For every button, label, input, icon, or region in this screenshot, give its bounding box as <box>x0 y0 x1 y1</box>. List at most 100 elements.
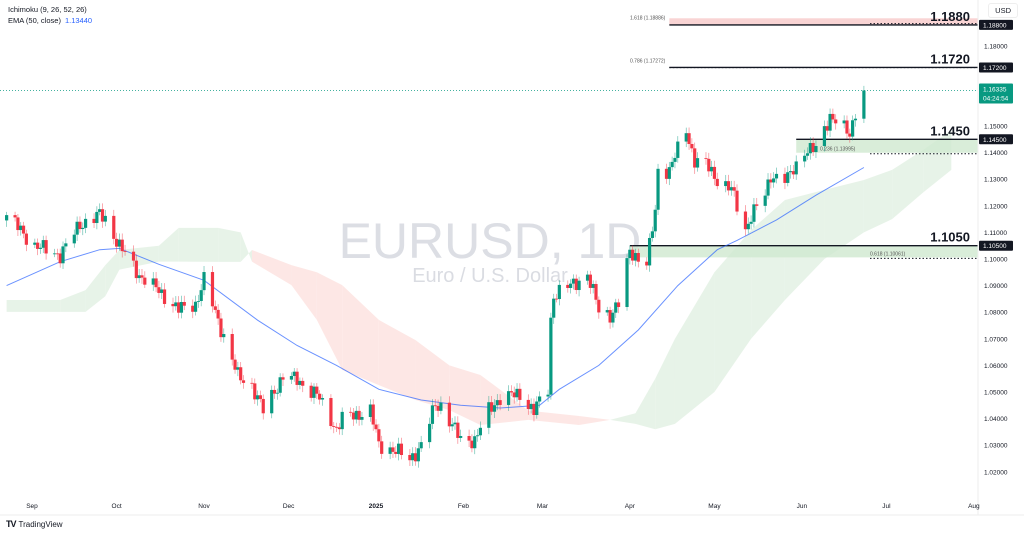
candle-body <box>272 389 277 394</box>
bar-countdown-text: 04:24:54 <box>983 95 1009 102</box>
candle <box>794 155 798 180</box>
candle <box>783 167 787 190</box>
candle <box>447 396 451 433</box>
price-axis[interactable]: 1.02000 1.03000 1.04000 1.05000 1.06000 1.070… <box>984 44 1008 477</box>
candle <box>281 373 285 386</box>
candle-body <box>239 367 243 381</box>
candle-body <box>241 380 246 383</box>
candle <box>368 399 372 422</box>
candle-body <box>160 289 164 293</box>
candle <box>380 435 384 459</box>
cloud-bull-segment <box>119 245 159 270</box>
candle <box>58 248 62 268</box>
candle-body <box>332 426 336 427</box>
candle <box>154 272 158 293</box>
candle-body <box>413 453 418 462</box>
candle-body <box>292 371 296 377</box>
ichimoku-legend[interactable]: Ichimoku (9, 26, 52, 26) <box>8 5 87 14</box>
candle <box>636 248 640 268</box>
candle-body <box>52 253 57 255</box>
candle-body <box>585 274 590 281</box>
candle-body <box>831 113 835 120</box>
candle <box>845 115 849 139</box>
candle <box>631 245 635 265</box>
candle <box>258 390 263 403</box>
candle <box>151 272 155 291</box>
candle-body <box>546 394 550 397</box>
candle-body <box>337 427 341 430</box>
candle-body <box>616 302 621 308</box>
candle <box>755 197 759 211</box>
candle-body <box>430 405 435 424</box>
candle <box>174 296 178 311</box>
candle-body <box>216 309 220 319</box>
candle-body <box>712 166 717 179</box>
candle <box>72 229 76 248</box>
candle <box>230 328 234 366</box>
candle <box>44 235 48 260</box>
last-price-text: 1.16335 <box>983 86 1007 93</box>
candle <box>92 213 96 228</box>
candle <box>585 270 590 285</box>
candle-body <box>137 275 141 279</box>
candle-body <box>391 447 395 452</box>
time-tick-label: Mar <box>537 503 549 510</box>
tradingview-logo[interactable]: TV TradingView <box>6 519 63 529</box>
candle-body <box>588 274 592 288</box>
price-tick-label: 1.15000 <box>984 124 1008 131</box>
candle <box>475 429 480 442</box>
candle <box>349 407 353 417</box>
candle <box>673 152 677 169</box>
candle <box>289 372 294 384</box>
price-tick-label: 1.09000 <box>984 283 1008 290</box>
time-tick-label: May <box>708 503 721 510</box>
candle <box>81 222 85 236</box>
candle-body <box>100 209 105 222</box>
candle <box>179 295 184 319</box>
candle-body <box>354 410 358 420</box>
candle-body <box>726 181 731 191</box>
brand-name: TradingView <box>18 519 63 529</box>
candle-body <box>459 435 463 438</box>
currency-button[interactable]: USD <box>988 3 1018 18</box>
cloud-bear-segment <box>342 285 379 386</box>
candle-body <box>112 215 116 239</box>
candle-body <box>377 429 381 442</box>
level-label: 1.1450 <box>930 123 970 138</box>
candle <box>670 156 674 171</box>
candle-body <box>380 441 384 454</box>
candle <box>351 407 356 426</box>
candle-body <box>664 168 669 179</box>
candle <box>656 163 660 215</box>
candle <box>687 127 691 150</box>
candle-body <box>490 402 494 412</box>
candle <box>360 412 364 426</box>
candle <box>526 394 530 415</box>
candle-body <box>78 221 82 230</box>
candle <box>272 385 277 399</box>
time-axis[interactable]: Sep Oct Nov Dec 2025 Feb Mar Apr May Jun Jul Aug <box>26 503 980 510</box>
candle <box>535 396 539 419</box>
candle <box>357 405 361 426</box>
candle-body <box>261 398 265 414</box>
price-tick-label: 1.03000 <box>984 443 1008 450</box>
candle-body <box>349 411 353 413</box>
candle-body <box>117 239 122 247</box>
candle <box>115 232 119 253</box>
candle <box>588 270 592 294</box>
price-tick-label: 1.05000 <box>984 390 1008 397</box>
candle-body <box>256 395 260 400</box>
candle-body <box>131 251 136 261</box>
candle-body <box>270 389 274 414</box>
candles <box>5 85 866 468</box>
candle <box>467 429 471 448</box>
candle-body <box>518 388 522 400</box>
candle-body <box>478 427 482 436</box>
candle <box>5 211 9 227</box>
candle-body <box>848 133 852 137</box>
candle <box>831 108 835 123</box>
candle <box>275 388 279 400</box>
candle <box>241 375 246 389</box>
ema-legend[interactable]: EMA (50, close) 1.13440 <box>8 15 92 26</box>
